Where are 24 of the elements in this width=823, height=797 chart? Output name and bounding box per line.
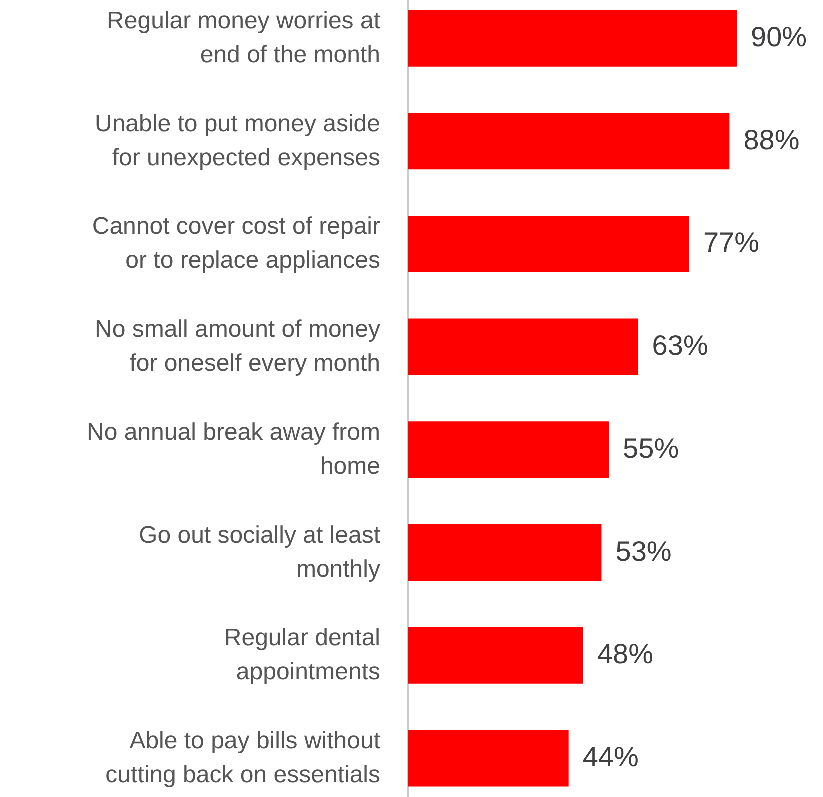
data-label: 48%: [597, 638, 654, 670]
bar: [408, 730, 569, 787]
bar: [408, 627, 584, 684]
y-tick-label: No annual break away from home: [87, 418, 380, 480]
y-tick-label: Regular money worries at end of the month: [107, 8, 381, 69]
data-label: 44%: [582, 741, 639, 772]
y-tick-label: Able to pay bills without cutting back on essentials: [106, 727, 381, 788]
data-label: 55%: [623, 432, 680, 464]
data-label: 88%: [744, 124, 800, 156]
y-tick-label: Unable to put money aside for unexpected expenses: [94, 110, 380, 172]
y-tick-label: Cannot cover cost of repair or to replace appliances: [92, 213, 381, 274]
bar: [408, 10, 737, 67]
y-tick-label: No small amount of money for oneself every month: [95, 316, 380, 378]
bar: [408, 216, 690, 273]
data-label: 77%: [703, 227, 760, 258]
y-tick-label: Regular dental appointments: [224, 624, 380, 686]
y-tick-label: Go out socially at least monthly: [139, 522, 381, 583]
data-label: 53%: [616, 536, 672, 567]
bar: [408, 422, 610, 478]
data-label: 63%: [652, 330, 708, 362]
bar: [408, 113, 730, 170]
bar: [408, 318, 638, 376]
bar: [408, 524, 602, 582]
data-label: 90%: [751, 22, 808, 53]
